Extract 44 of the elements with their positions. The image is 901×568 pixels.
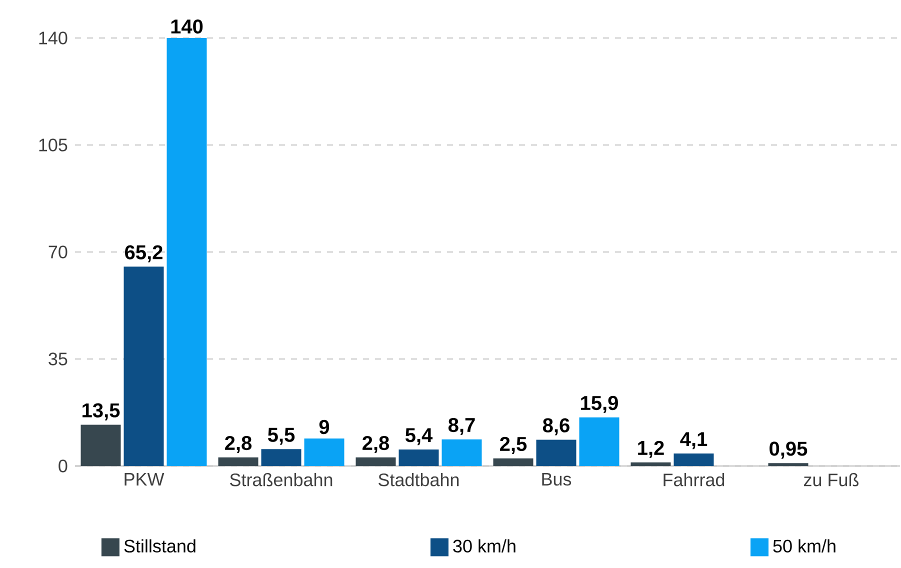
data-label: 8,7: [448, 418, 475, 435]
x-tick-label: Fahrrad: [664, 473, 724, 486]
bar: [674, 453, 714, 466]
legend-label: Stillstand: [124, 539, 196, 553]
y-tick-label: 140: [39, 32, 68, 44]
x-tick-label: Bus: [542, 473, 572, 486]
x-tick-label: Straßenbahn: [230, 473, 332, 486]
bar: [218, 457, 258, 466]
bar: [768, 463, 808, 466]
y-tick-label: 105: [39, 138, 68, 152]
bar: [579, 417, 620, 466]
bar: [166, 38, 207, 466]
data-label: 1,2: [638, 440, 664, 458]
y-tick-label: 0: [58, 460, 68, 472]
bar: [630, 462, 671, 466]
bar: [124, 266, 164, 466]
data-label: 2,8: [362, 436, 390, 454]
data-label: 2,8: [225, 436, 252, 454]
bar: [442, 439, 482, 466]
data-label: 140: [171, 19, 203, 34]
data-label: 65,2: [125, 245, 162, 262]
data-label: 2,5: [500, 436, 527, 454]
data-label: 0,95: [770, 442, 808, 459]
bar: [356, 457, 396, 466]
legend-label: 30 km/h: [453, 539, 516, 553]
legend-label: 50 km/h: [773, 539, 836, 553]
bar: [261, 449, 302, 466]
bar: [398, 449, 439, 466]
x-tick-label: zu Fuß: [804, 473, 858, 486]
x-tick-label: Stadtbahn: [378, 473, 459, 486]
data-label: 9: [319, 420, 330, 434]
x-tick-label: PKW: [124, 473, 164, 486]
data-label: 13,5: [82, 403, 120, 420]
data-label: 8,6: [542, 418, 570, 436]
data-label: 5,5: [268, 428, 295, 445]
bar: [493, 458, 534, 466]
data-label: 4,1: [680, 432, 708, 450]
data-label: 5,4: [405, 428, 433, 446]
bar: [536, 440, 576, 466]
bar: [304, 438, 344, 466]
bar: [80, 424, 121, 466]
y-tick-label: 70: [48, 246, 68, 258]
y-tick-label: 35: [48, 352, 68, 366]
data-label: 15,9: [581, 396, 618, 413]
